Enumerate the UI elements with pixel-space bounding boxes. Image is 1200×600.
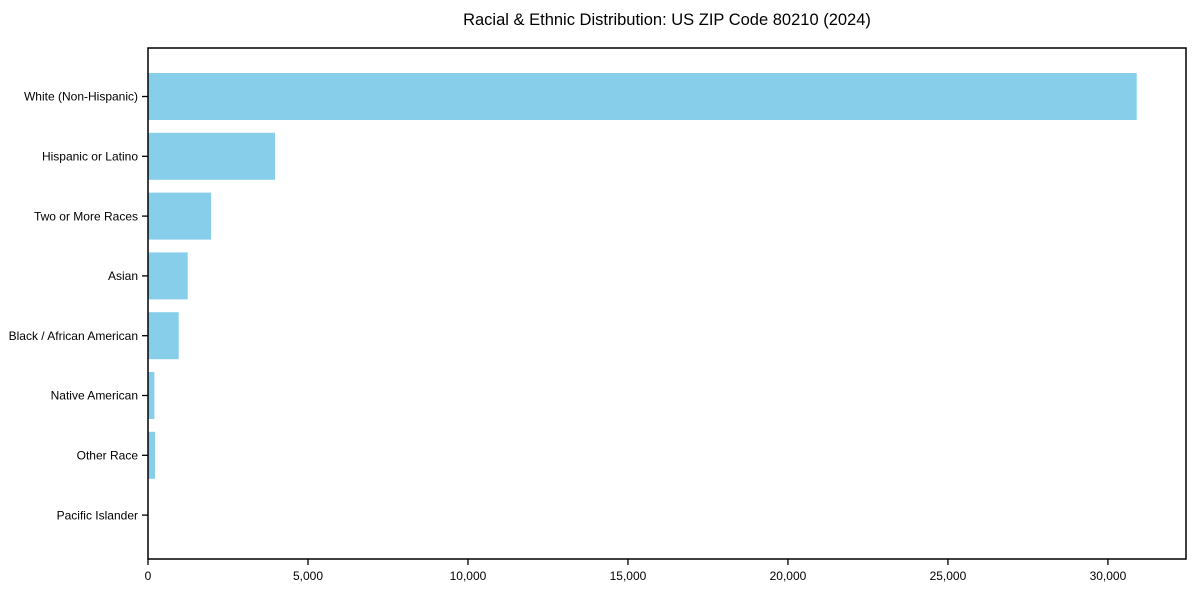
y-tick-label: White (Non-Hispanic) [24,90,138,104]
x-tick-label: 0 [145,569,152,583]
x-tick-label: 25,000 [930,569,967,583]
bar [148,312,179,360]
y-tick-label: Black / African American [9,329,138,343]
x-tick-label: 20,000 [770,569,807,583]
x-tick-label: 10,000 [450,569,487,583]
plot-frame [147,47,1187,560]
chart-title: Racial & Ethnic Distribution: US ZIP Cod… [463,11,871,29]
x-tick-label: 5,000 [293,569,323,583]
bar [148,252,188,300]
y-tick-label: Hispanic or Latino [42,150,138,164]
bar [148,431,156,479]
y-tick-label: Native American [51,389,138,403]
bar [148,372,155,419]
y-tick-label: Two or More Races [34,209,138,223]
y-tick-label: Pacific Islander [57,508,138,522]
y-tick-label: Asian [108,269,138,283]
bar [148,192,212,240]
bar [148,73,1137,120]
x-tick-label: 15,000 [610,569,647,583]
y-tick-label: Other Race [77,449,139,463]
bar [148,132,276,180]
x-tick-label: 30,000 [1090,569,1127,583]
